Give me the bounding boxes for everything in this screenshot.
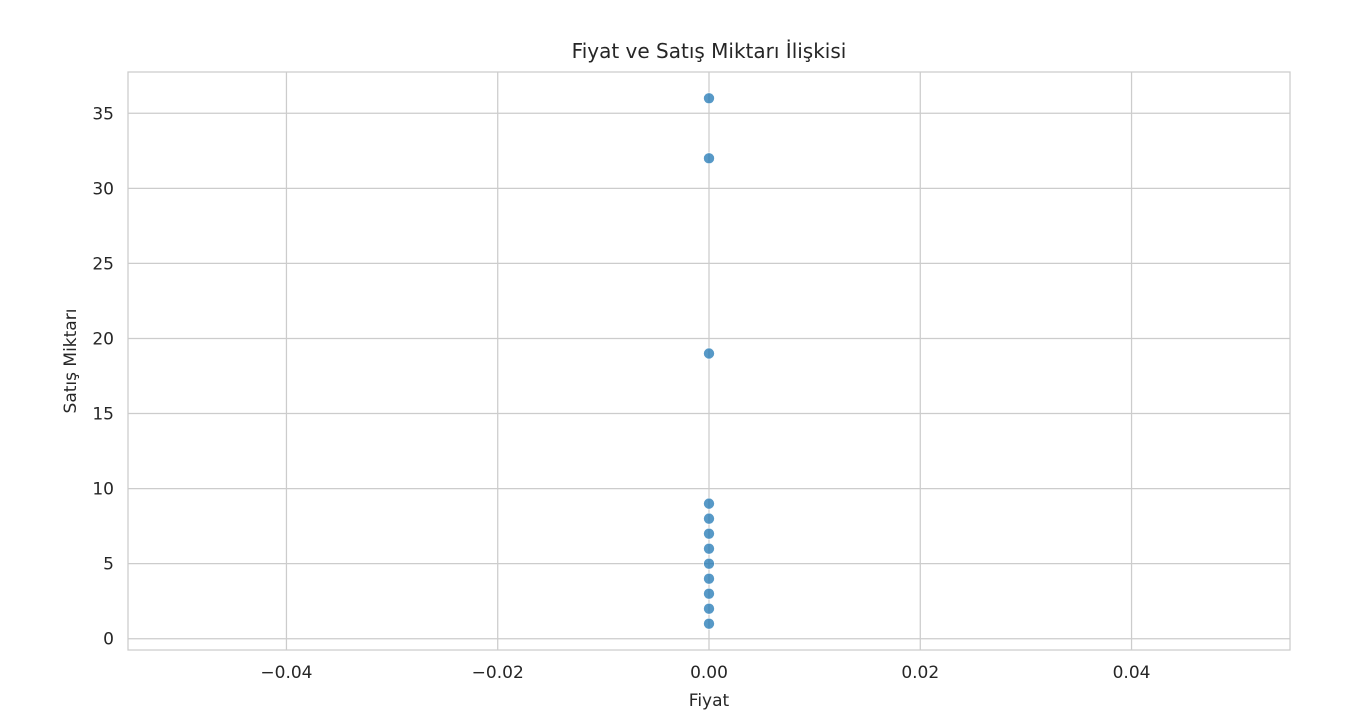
data-point: [703, 512, 715, 525]
data-points: [703, 92, 715, 630]
x-tick-label: 0.00: [690, 663, 728, 683]
data-point: [703, 152, 715, 165]
data-point: [703, 617, 715, 630]
data-point: [703, 497, 715, 510]
data-point: [703, 572, 715, 585]
x-tick-label: −0.02: [472, 663, 524, 683]
x-tick-label: −0.04: [260, 663, 312, 683]
y-axis-ticks: 0 5 10 15 20 25 30 35: [92, 104, 114, 649]
data-point: [703, 587, 715, 600]
data-point: [703, 347, 715, 360]
y-tick-label: 5: [103, 555, 114, 575]
data-point: [703, 542, 715, 555]
data-point: [703, 92, 715, 105]
plot-frame: [127, 71, 1291, 651]
y-axis-label: Satış Miktarı: [61, 309, 81, 414]
y-tick-label: 30: [92, 179, 114, 199]
y-tick-label: 25: [92, 254, 114, 274]
y-tick-label: 20: [92, 329, 114, 349]
x-axis-label: Fiyat: [689, 691, 730, 711]
data-point: [703, 527, 715, 540]
data-point: [703, 602, 715, 615]
y-tick-label: 35: [92, 104, 114, 124]
data-point: [703, 557, 715, 570]
x-axis-ticks: −0.04 −0.02 0.00 0.02 0.04: [260, 663, 1150, 683]
y-tick-label: 15: [92, 405, 114, 425]
y-tick-label: 10: [92, 480, 114, 500]
x-tick-label: 0.04: [1113, 663, 1151, 683]
chart-title: Fiyat ve Satış Miktarı İlişkisi: [572, 39, 847, 63]
grid: [128, 72, 1290, 650]
x-tick-label: 0.02: [901, 663, 939, 683]
y-tick-label: 0: [103, 630, 114, 650]
